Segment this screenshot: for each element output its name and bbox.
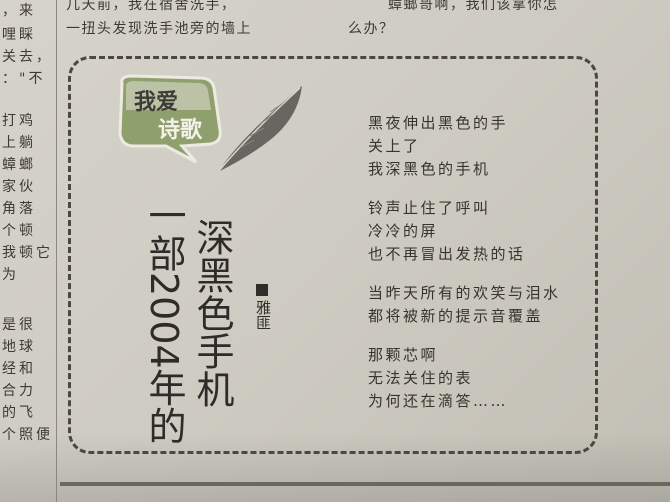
poem-stanza: 铃声止住了呼叫 冷冷的屏 也不再冒出发热的话 xyxy=(368,197,598,266)
left-line: 为 xyxy=(2,267,19,283)
left-line: 经和 xyxy=(2,361,36,377)
left-line: ："不 xyxy=(2,71,46,87)
left-line: 个照便 xyxy=(2,427,53,443)
left-line: 关去， xyxy=(2,49,53,65)
poem-line: 都将被新的提示音覆盖 xyxy=(368,307,544,325)
author-marker xyxy=(256,284,268,296)
column-divider xyxy=(56,0,57,502)
poem-box xyxy=(68,56,598,454)
left-line: ，来 xyxy=(2,3,36,19)
left-line: 蟑螂 xyxy=(2,157,36,173)
poem-stanza: 黑夜伸出黑色的手 关上了 我深黑色的手机 xyxy=(368,112,598,181)
feather-icon xyxy=(217,86,302,173)
left-line: 角落 xyxy=(2,201,36,217)
poem-title-column-1: 深黑色手机 xyxy=(190,218,234,408)
poem-author: 雅匪 xyxy=(254,300,272,330)
poem-line: 为何还在滴答…… xyxy=(368,392,509,410)
poem-line: 那颗芯啊 xyxy=(368,346,439,364)
left-line: 打鸡 xyxy=(2,113,36,129)
poem-line: 黑夜伸出黑色的手 xyxy=(368,114,509,132)
left-line: 上躺 xyxy=(2,135,36,151)
left-line: 个顿 xyxy=(2,223,36,239)
left-line: 家伙 xyxy=(2,179,36,195)
author-name: 雅匪 xyxy=(254,300,272,330)
poem-line: 也不再冒出发热的话 xyxy=(368,245,526,263)
poem-line: 我深黑色的手机 xyxy=(368,160,491,178)
badge-label-bottom: 诗歌 xyxy=(158,118,203,143)
poem-stanza: 当昨天所有的欢笑与泪水 都将被新的提示音覆盖 xyxy=(368,282,598,328)
poem-line: 无法关住的表 xyxy=(368,369,474,387)
title-char: 一部2004年的 xyxy=(142,196,186,445)
left-column-text: ，来 哩睬 关去， ："不 打鸡 上躺 蟑螂 家伙 角落 个顿 我顿它 为 是很… xyxy=(0,0,54,480)
article-text-line: 么办？ xyxy=(348,21,395,37)
left-line: 合力 xyxy=(2,383,36,399)
title-char: 深黑色手机 xyxy=(190,218,234,408)
poem-line: 铃声止住了呼叫 xyxy=(368,199,491,217)
article-text-line: 蟑螂哥啊，我们该拿你怎 xyxy=(388,0,559,13)
poem-stanza: 那颗芯啊 无法关住的表 为何还在滴答…… xyxy=(368,344,598,413)
left-line: 哩睬 xyxy=(2,27,36,43)
poem-line: 关上了 xyxy=(368,137,421,155)
poem-line: 当昨天所有的欢笑与泪水 xyxy=(368,284,561,302)
bottom-rule xyxy=(60,482,670,486)
left-line: 是很 xyxy=(2,317,36,333)
badge-label-top: 我爱 xyxy=(134,90,179,115)
left-line: 我顿它 xyxy=(2,245,53,261)
poem-title-column-2: 一部2004年的 xyxy=(142,196,186,445)
left-line: 的飞 xyxy=(2,405,36,421)
poem-line: 冷冷的屏 xyxy=(368,222,439,240)
article-text-line: 几天前，我在宿舍洗手， xyxy=(66,0,237,13)
page-shadow xyxy=(0,432,670,502)
poem-body: 黑夜伸出黑色的手 关上了 我深黑色的手机 铃声止住了呼叫 冷冷的屏 也不再冒出发… xyxy=(368,112,598,429)
article-text-line: 一扭头发现洗手池旁的墙上 xyxy=(66,21,252,37)
left-line: 地球 xyxy=(2,339,36,355)
poetry-badge xyxy=(118,74,222,164)
